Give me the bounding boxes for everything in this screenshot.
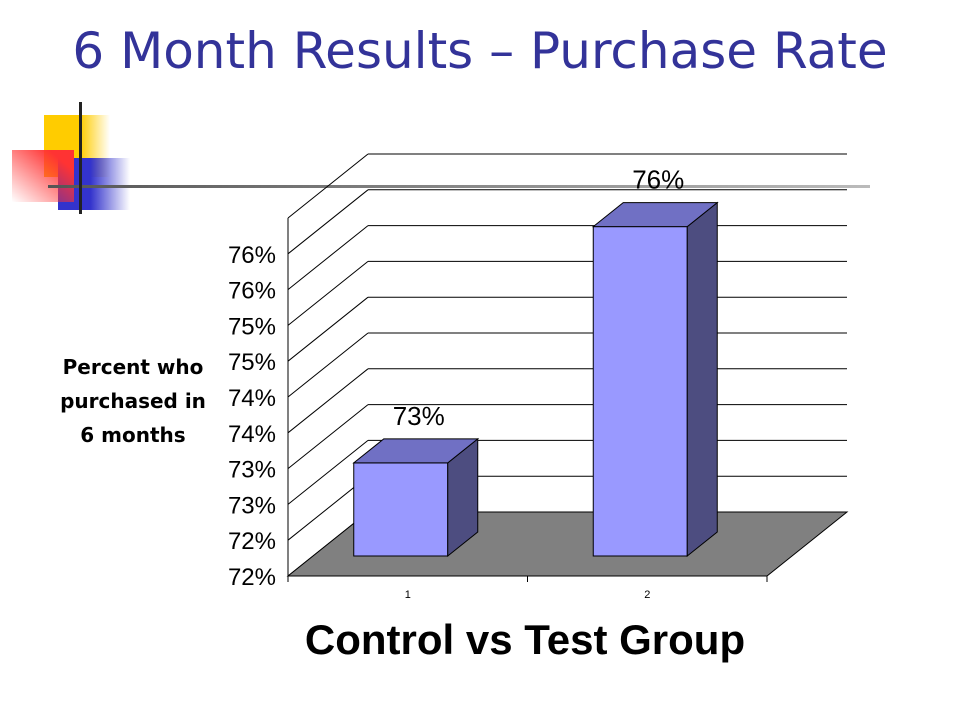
gridline-side	[287, 153, 369, 219]
gridline-side	[287, 404, 369, 469]
gridline-side	[287, 368, 369, 434]
y-tick-label: 73%	[228, 492, 276, 519]
y-tick-label: 72%	[228, 528, 276, 555]
y-tick-label: 74%	[228, 421, 276, 448]
gridline-side	[287, 332, 369, 398]
y-tick-label: 72%	[228, 564, 276, 591]
x-tick-label: 1	[405, 589, 411, 601]
y-tick-label: 73%	[228, 457, 276, 484]
y-tick-label: 75%	[228, 313, 276, 340]
gridline-side	[287, 296, 369, 362]
x-axis-title: Control vs Test Group	[304, 616, 746, 663]
data-label: 73%	[393, 401, 445, 431]
bar-front	[592, 226, 688, 557]
decorative-squares-logo	[12, 102, 870, 214]
bar-side	[686, 201, 718, 558]
deco-vertical-line	[79, 102, 82, 214]
bar-front	[353, 462, 449, 557]
deco-red-square	[12, 150, 74, 202]
bar-top	[591, 202, 719, 228]
x-tick-label: 2	[644, 589, 650, 601]
gridline-side	[287, 261, 369, 326]
gridline-side	[287, 440, 369, 505]
slide-title: 6 Month Results – Purchase Rate	[72, 22, 888, 80]
y-tick-label: 76%	[228, 278, 276, 305]
y-tick-label: 74%	[228, 385, 276, 412]
gridline-side	[287, 189, 369, 255]
bar-top	[352, 438, 480, 464]
y-tick-label: 76%	[228, 242, 276, 269]
gridline-side	[287, 225, 369, 290]
y-axis-title: Percent who purchased in 6 months	[60, 355, 206, 447]
y-tick-label: 75%	[228, 349, 276, 376]
data-label: 76%	[632, 165, 684, 195]
deco-horizontal-line	[48, 185, 870, 188]
